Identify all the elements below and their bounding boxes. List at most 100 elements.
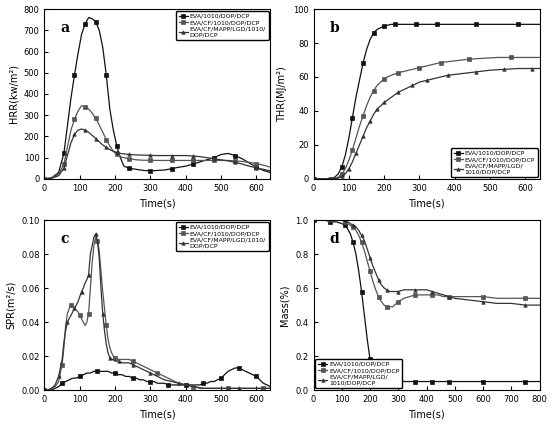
- EVA/1010/DOP/DCP: [378, 376, 385, 381]
- EVA/CF/MAPP/LGD/
1010/DOP/DCP: [536, 66, 543, 71]
- EVA/CF/1010/DOP/DCP: [389, 304, 396, 309]
- EVA/1010/DOP/DCP: [232, 366, 238, 371]
- EVA/1010/DOP/DCP: [529, 22, 536, 27]
- EVA/1010/DOP/DCP: [434, 22, 440, 27]
- EVA/CF/MAPP/LGD/
1010/DOP/DCP: [333, 218, 340, 223]
- EVA/CF/MAPP/LGD/
1010/DOP/DCP: [338, 218, 345, 223]
- EVA/CF/1010/DOP/DCP: [239, 159, 246, 164]
- EVA/CF/1010/DOP/DCP: [175, 158, 182, 163]
- EVA/1010/DOP/DCP: [82, 21, 88, 26]
- EVA/CF/MAPP/LGD/1010/
DOP/DCP: [67, 313, 74, 318]
- EVA/CF/1010/DOP/DCP: [48, 175, 55, 180]
- EVA/1010/DOP/DCP: [190, 162, 196, 167]
- EVA/CF/1010/DOP/DCP: [381, 76, 388, 81]
- EVA/CF/MAPP/LGD/
1010/DOP/DCP: [446, 294, 452, 299]
- EVA/CF/1010/DOP/DCP: [317, 176, 324, 181]
- EVA/CF/MAPP/LGD/
1010/DOP/DCP: [349, 159, 356, 164]
- EVA/CF/MAPP/LGD/1010/
DOP/DCP: [147, 153, 154, 158]
- EVA/1010/DOP/DCP: [536, 22, 543, 27]
- EVA/CF/1010/DOP/DCP: [267, 386, 274, 391]
- EVA/CF/MAPP/LGD/
1010/DOP/DCP: [349, 223, 356, 228]
- EVA/CF/1010/DOP/DCP: [402, 68, 409, 74]
- EVA/CF/MAPP/LGD/
1010/DOP/DCP: [429, 289, 436, 294]
- EVA/1010/DOP/DCP: [338, 221, 345, 226]
- EVA/1010/DOP/DCP: [367, 357, 373, 362]
- EVA/CF/MAPP/LGD/1010/
DOP/DCP: [253, 165, 259, 170]
- EVA/1010/DOP/DCP: [375, 374, 382, 379]
- EVA/CF/MAPP/LGD/1010/
DOP/DCP: [232, 160, 238, 165]
- EVA/CF/MAPP/LGD/1010/
DOP/DCP: [85, 130, 92, 135]
- EVA/CF/1010/DOP/DCP: [451, 294, 458, 299]
- EVA/CF/MAPP/LGD/
1010/DOP/DCP: [358, 233, 365, 238]
- EVA/CF/MAPP/LGD/
1010/DOP/DCP: [522, 303, 529, 308]
- EVA/CF/MAPP/LGD/
1010/DOP/DCP: [388, 95, 394, 100]
- EVA/CF/MAPP/LGD/
1010/DOP/DCP: [536, 303, 543, 308]
- EVA/CF/MAPP/LGD/1010/
DOP/DCP: [267, 168, 274, 173]
- EVA/CF/1010/DOP/DCP: [367, 95, 373, 100]
- EVA/1010/DOP/DCP: [367, 37, 373, 42]
- EVA/CF/1010/DOP/DCP: [536, 296, 543, 301]
- EVA/1010/DOP/DCP: [405, 22, 412, 27]
- EVA/CF/MAPP/LGD/1010/
DOP/DCP: [71, 132, 78, 137]
- EVA/CF/MAPP/LGD/
1010/DOP/DCP: [451, 296, 458, 301]
- EVA/1010/DOP/DCP: [384, 377, 390, 382]
- X-axis label: Time(s): Time(s): [408, 198, 445, 208]
- EVA/CF/MAPP/LGD/
1010/DOP/DCP: [344, 219, 351, 224]
- EVA/CF/1010/DOP/DCP: [430, 62, 437, 67]
- EVA/CF/MAPP/LGD/1010/
DOP/DCP: [154, 153, 161, 158]
- EVA/CF/MAPP/LGD/
1010/DOP/DCP: [445, 73, 451, 78]
- EVA/1010/DOP/DCP: [107, 106, 113, 111]
- EVA/1010/DOP/DCP: [440, 379, 447, 384]
- Line: EVA/1010/DOP/DCP: EVA/1010/DOP/DCP: [43, 16, 272, 181]
- EVA/CF/1010/DOP/DCP: [342, 166, 348, 171]
- EVA/CF/1010/DOP/DCP: [110, 149, 117, 154]
- EVA/CF/MAPP/LGD/
1010/DOP/DCP: [374, 107, 380, 112]
- EVA/1010/DOP/DCP: [147, 168, 154, 173]
- EVA/CF/1010/DOP/DCP: [67, 128, 74, 133]
- EVA/CF/1010/DOP/DCP: [346, 158, 352, 163]
- EVA/CF/MAPP/LGD/1010/
DOP/DCP: [225, 159, 231, 164]
- EVA/CF/1010/DOP/DCP: [333, 218, 340, 223]
- X-axis label: Time(s): Time(s): [408, 409, 445, 419]
- EVA/CF/MAPP/LGD/
1010/DOP/DCP: [434, 75, 440, 80]
- EVA/1010/DOP/DCP: [41, 388, 48, 393]
- EVA/CF/MAPP/LGD/
1010/DOP/DCP: [458, 71, 465, 76]
- EVA/CF/1010/DOP/DCP: [121, 155, 127, 160]
- EVA/CF/1010/DOP/DCP: [325, 176, 331, 181]
- EVA/CF/1010/DOP/DCP: [154, 158, 161, 163]
- X-axis label: Time(s): Time(s): [139, 198, 176, 208]
- EVA/1010/DOP/DCP: [253, 165, 259, 170]
- EVA/CF/MAPP/LGD/1010/
DOP/DCP: [61, 340, 67, 345]
- EVA/CF/MAPP/LGD/
1010/DOP/DCP: [395, 289, 401, 294]
- EVA/CF/MAPP/LGD/
1010/DOP/DCP: [375, 277, 382, 282]
- Line: EVA/CF/1010/DOP/DCP: EVA/CF/1010/DOP/DCP: [312, 218, 541, 309]
- EVA/1010/DOP/DCP: [349, 115, 356, 120]
- EVA/1010/DOP/DCP: [446, 379, 452, 384]
- EVA/1010/DOP/DCP: [372, 372, 379, 377]
- EVA/CF/MAPP/LGD/
1010/DOP/DCP: [367, 119, 373, 124]
- EVA/CF/1010/DOP/DCP: [117, 154, 124, 159]
- EVA/CF/MAPP/LGD/
1010/DOP/DCP: [389, 289, 396, 294]
- Y-axis label: Mass(%): Mass(%): [280, 284, 290, 326]
- EVA/1010/DOP/DCP: [260, 381, 267, 386]
- EVA/CF/1010/DOP/DCP: [61, 162, 67, 167]
- Text: b: b: [330, 21, 339, 35]
- EVA/CF/MAPP/LGD/1010/
DOP/DCP: [92, 136, 99, 141]
- EVA/CF/MAPP/LGD/
1010/DOP/DCP: [364, 246, 371, 252]
- EVA/1010/DOP/DCP: [423, 379, 430, 384]
- EVA/CF/MAPP/LGD/
1010/DOP/DCP: [466, 298, 472, 303]
- EVA/CF/MAPP/LGD/1010/
DOP/DCP: [75, 128, 81, 133]
- EVA/CF/1010/DOP/DCP: [246, 160, 253, 165]
- EVA/CF/1010/DOP/DCP: [494, 296, 500, 301]
- EVA/CF/MAPP/LGD/
1010/DOP/DCP: [310, 176, 317, 181]
- EVA/1010/DOP/DCP: [335, 171, 342, 176]
- EVA/CF/1010/DOP/DCP: [384, 304, 390, 309]
- EVA/CF/MAPP/LGD/1010/
DOP/DCP: [182, 382, 189, 388]
- EVA/CF/MAPP/LGD/1010/
DOP/DCP: [190, 153, 196, 159]
- EVA/CF/1010/DOP/DCP: [418, 292, 424, 298]
- EVA/1010/DOP/DCP: [412, 379, 419, 384]
- EVA/1010/DOP/DCP: [364, 337, 371, 342]
- EVA/CF/1010/DOP/DCP: [344, 221, 351, 226]
- EVA/1010/DOP/DCP: [239, 156, 246, 162]
- EVA/CF/MAPP/LGD/
1010/DOP/DCP: [346, 166, 352, 171]
